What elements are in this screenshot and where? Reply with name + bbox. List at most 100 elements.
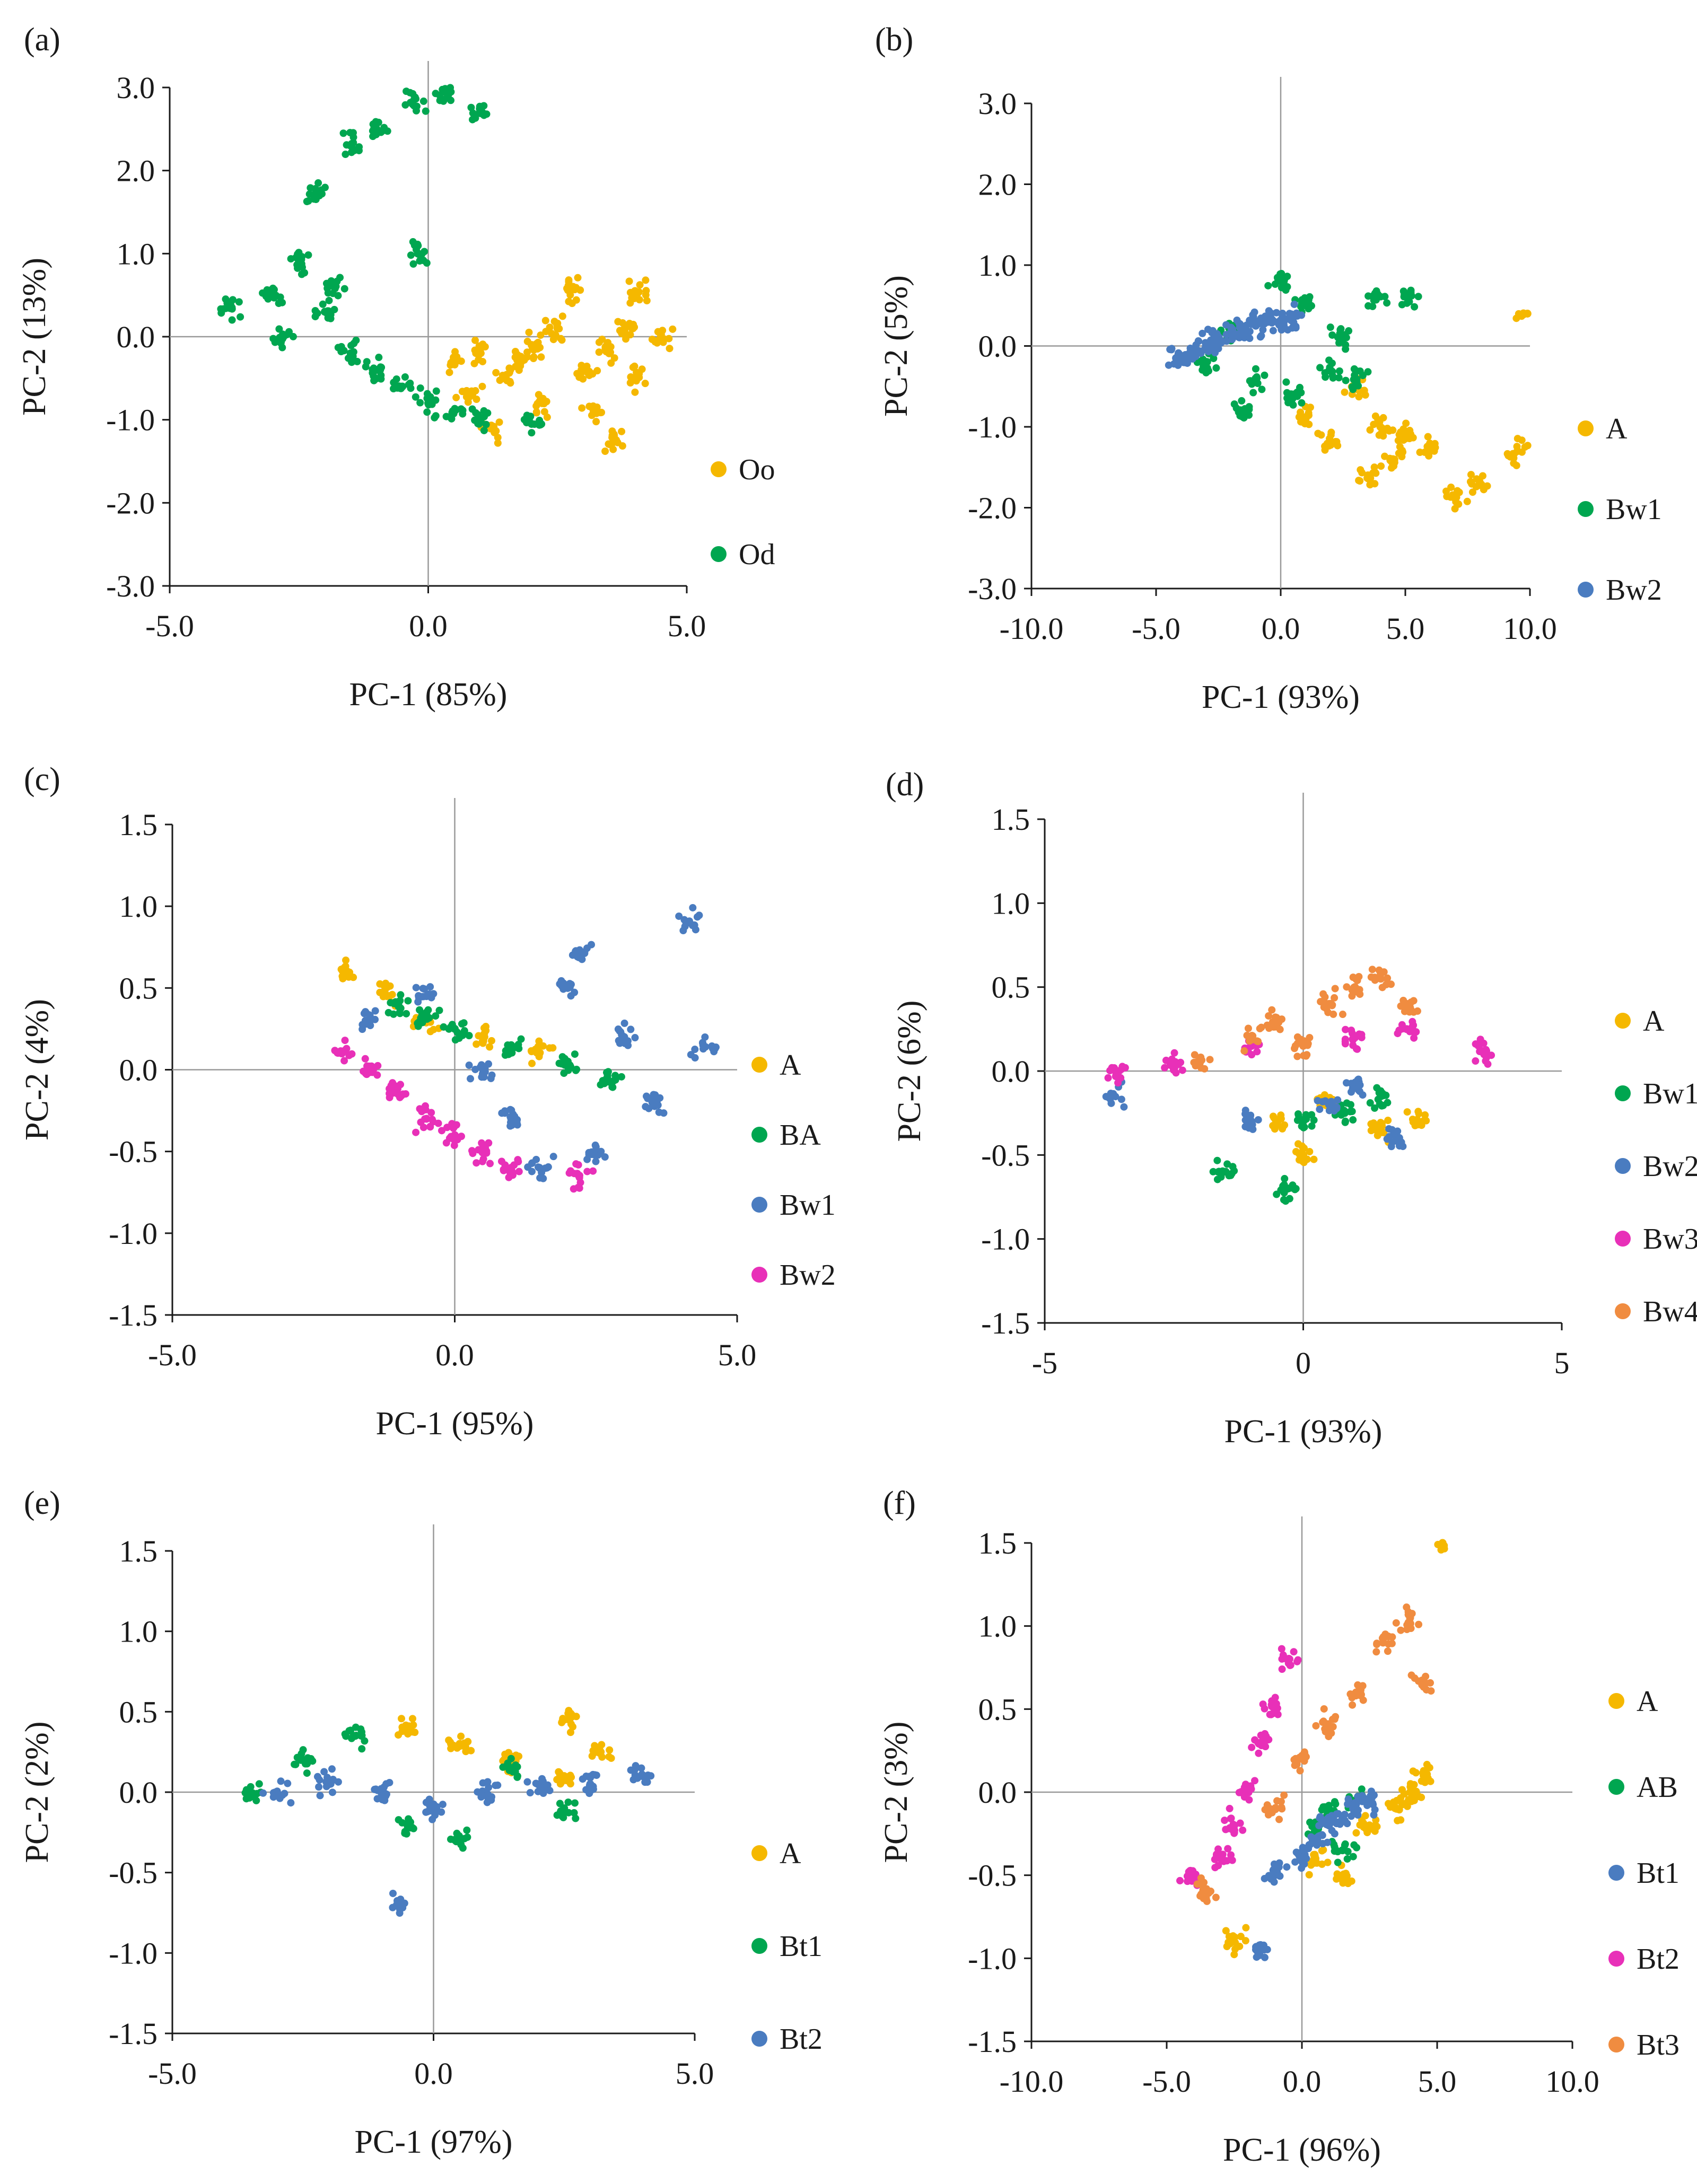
data-point: [492, 369, 500, 376]
data-point: [1343, 983, 1351, 991]
data-point: [1372, 1648, 1380, 1656]
data-point: [494, 434, 502, 442]
data-point: [1329, 1010, 1337, 1018]
data-point: [1249, 389, 1257, 397]
data-point: [1518, 436, 1526, 444]
data-point: [1424, 448, 1432, 456]
data-point: [389, 1889, 397, 1897]
data-point: [1399, 436, 1407, 444]
data-point: [699, 1045, 707, 1053]
data-point: [375, 354, 383, 362]
data-point: [586, 1773, 594, 1780]
legend-marker: [751, 1127, 767, 1143]
y-tick-label: -0.5: [968, 1858, 1017, 1893]
data-point: [1468, 488, 1476, 496]
data-point: [371, 1015, 379, 1023]
data-point: [565, 1707, 573, 1715]
legend-marker: [1608, 1693, 1624, 1709]
y-tick-label: 3.0: [117, 71, 155, 105]
data-point: [278, 344, 286, 352]
data-point: [1430, 447, 1438, 455]
data-point: [1483, 1047, 1491, 1055]
data-point: [1409, 1790, 1417, 1798]
data-point: [459, 1031, 467, 1039]
data-point: [1256, 1024, 1264, 1032]
data-point: [1252, 365, 1259, 373]
data-point: [1246, 335, 1254, 343]
data-point: [1455, 488, 1463, 496]
y-tick-label: 2.0: [117, 154, 155, 188]
data-point: [631, 362, 638, 370]
data-point: [1227, 1814, 1235, 1822]
data-point: [1298, 299, 1306, 307]
data-point: [1372, 469, 1380, 477]
data-point: [1237, 406, 1245, 414]
data-point: [431, 1811, 439, 1819]
y-axis-title: PC-2 (6%): [891, 1001, 928, 1142]
panels: (a) 3.0 2.0 1.0 0.0 -1.0 -2.0 -3.0 -5.0 0.0 5.0 PC-…: [16, 22, 1697, 2168]
data-point: [1261, 320, 1269, 328]
data-point: [408, 1715, 416, 1723]
data-point: [1303, 1051, 1311, 1059]
data-point: [1353, 1844, 1361, 1852]
data-point: [566, 283, 574, 291]
data-point: [585, 1782, 593, 1790]
data-point: [596, 1746, 603, 1753]
data-point: [1392, 1619, 1400, 1627]
data-point: [350, 356, 358, 364]
data-point: [1387, 1143, 1395, 1151]
data-point: [627, 1766, 635, 1774]
data-point: [1226, 1804, 1234, 1812]
data-point: [339, 129, 347, 137]
data-point: [1274, 1711, 1282, 1718]
data-point: [473, 1040, 480, 1048]
series-Bt1: [241, 1723, 580, 1852]
data-point: [625, 277, 633, 285]
data-point: [435, 1006, 443, 1014]
y-tick-label: 0.5: [119, 1695, 158, 1729]
data-point: [666, 345, 673, 353]
data-point: [592, 418, 600, 426]
data-point: [1319, 1846, 1327, 1854]
data-point: [482, 420, 490, 428]
data-point: [574, 1183, 582, 1191]
data-point: [432, 90, 440, 98]
data-point: [1261, 1705, 1269, 1713]
legend-label: A: [1637, 1685, 1658, 1718]
data-point: [1510, 459, 1518, 467]
data-point: [669, 325, 677, 333]
data-point: [574, 1161, 582, 1169]
data-point: [1360, 1794, 1368, 1802]
data-point: [528, 429, 536, 437]
data-point: [263, 286, 271, 294]
data-point: [407, 384, 415, 392]
data-point: [1224, 1939, 1232, 1946]
data-point: [1244, 1024, 1252, 1032]
data-point: [631, 1034, 639, 1042]
data-point: [1306, 1840, 1314, 1848]
data-point: [642, 1778, 650, 1786]
data-point: [1255, 1749, 1263, 1757]
data-point: [617, 1073, 625, 1081]
series-Od: [217, 84, 546, 437]
panel-b: (b) 3.0 2.0 1.0 0.0 -1.0 -2.0 -3.0 -10.0 -5.0 0.0 5…: [875, 22, 1662, 715]
data-point: [1177, 1058, 1185, 1066]
data-point: [277, 1777, 285, 1785]
data-point: [1373, 1822, 1381, 1830]
data-point: [222, 295, 230, 303]
data-point: [1400, 293, 1408, 301]
data-point: [1299, 1153, 1307, 1161]
data-point: [1273, 309, 1281, 317]
data-point: [426, 1122, 434, 1130]
data-point: [1213, 1176, 1221, 1183]
data-point: [1271, 280, 1279, 288]
data-point: [535, 1037, 543, 1045]
data-point: [1306, 1033, 1314, 1041]
data-point: [571, 1799, 579, 1807]
data-point: [1403, 1621, 1411, 1629]
data-point: [253, 1790, 261, 1797]
data-point: [1327, 441, 1335, 449]
data-point: [1341, 1036, 1349, 1043]
data-point: [404, 997, 412, 1005]
data-point: [305, 190, 313, 198]
